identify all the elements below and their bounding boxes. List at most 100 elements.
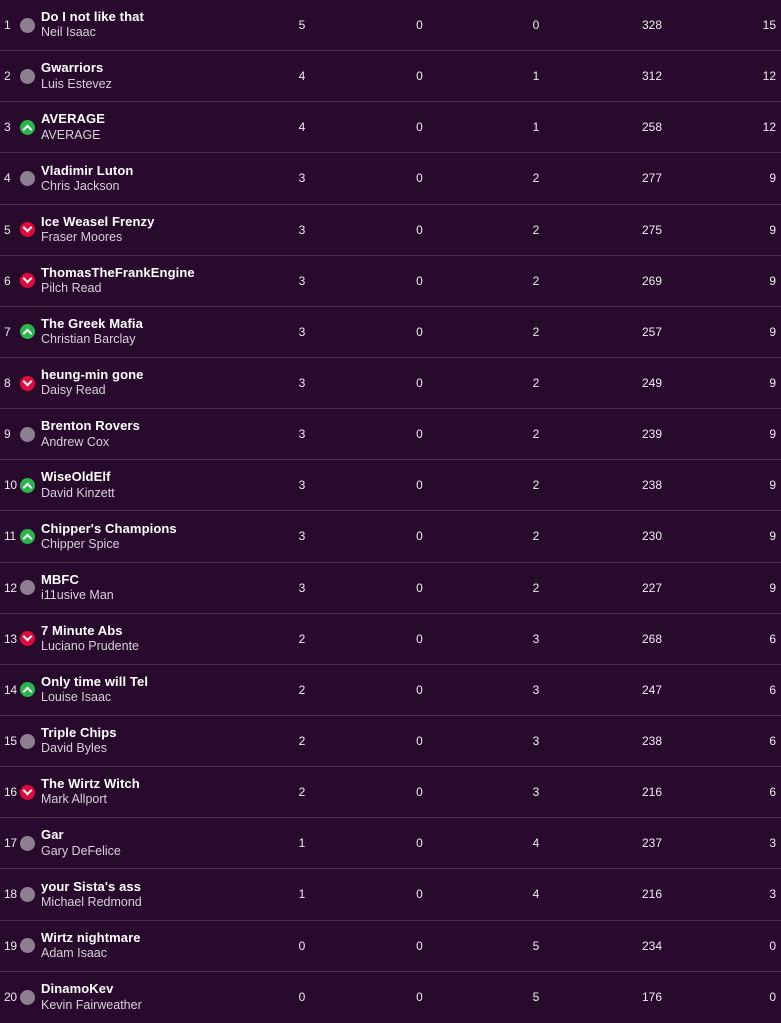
movement-same-icon xyxy=(20,835,35,851)
team-name: Ice Weasel Frenzy xyxy=(41,213,155,229)
team-cell: 9 Brenton Rovers Andrew Cox xyxy=(0,418,243,450)
points-value: 6 xyxy=(769,785,776,800)
movement-down-icon xyxy=(20,273,35,289)
rank-wrap: 1 xyxy=(4,17,35,33)
team-identity: MBFC i11usive Man xyxy=(41,572,114,604)
team-identity: your Sista's ass Michael Redmond xyxy=(41,879,142,911)
team-name: Gar xyxy=(41,827,64,843)
team-identity: DinamoKev Kevin Fairweather xyxy=(41,981,142,1013)
team-identity: Triple Chips David Byles xyxy=(41,725,117,757)
movement-up-icon xyxy=(20,477,35,493)
manager-name: Mark Allport xyxy=(41,792,107,807)
table-row[interactable]: 20 DinamoKev Kevin Fairweather 0 0 5 176… xyxy=(0,972,781,1023)
rank-number: 11 xyxy=(4,529,16,544)
won-value: 5 xyxy=(298,18,306,33)
manager-name: Christian Barclay xyxy=(41,332,136,347)
score-value: 257 xyxy=(641,324,663,339)
points-value: 9 xyxy=(769,427,776,442)
table-row[interactable]: 3 AVERAGE AVERAGE 4 0 1 258 12 xyxy=(0,102,781,154)
table-row[interactable]: 14 Only time will Tel Louise Isaac 2 0 3… xyxy=(0,665,781,716)
rank-wrap: 10 xyxy=(4,477,35,493)
rank-number: 13 xyxy=(4,631,17,646)
team-cell: 16 The Wirtz Witch Mark Allport xyxy=(0,776,243,808)
table-row[interactable]: 15 Triple Chips David Byles 2 0 3 238 6 xyxy=(0,716,781,768)
table-row[interactable]: 13 7 Minute Abs Luciano Prudente 2 0 3 2… xyxy=(0,614,781,665)
team-identity: Chipper's Champions Chipper Spice xyxy=(41,521,177,553)
manager-name: Fraser Moores xyxy=(41,229,123,244)
score-value: 176 xyxy=(641,990,663,1005)
chevron-glyph xyxy=(22,328,33,339)
table-row[interactable]: 4 Vladimir Luton Chris Jackson 3 0 2 277… xyxy=(0,153,781,205)
table-row[interactable]: 18 your Sista's ass Michael Redmond 1 0 … xyxy=(0,869,781,921)
chevron-glyph xyxy=(22,482,33,493)
team-name: AVERAGE xyxy=(41,111,106,127)
drawn-value: 0 xyxy=(416,734,423,749)
team-identity: 7 Minute Abs Luciano Prudente xyxy=(41,623,139,655)
table-row[interactable]: 7 The Greek Mafia Christian Barclay 3 0 … xyxy=(0,307,781,358)
table-row[interactable]: 10 WiseOldElf David Kinzett 3 0 2 238 9 xyxy=(0,460,781,512)
rank-wrap: 7 xyxy=(4,324,35,340)
table-row[interactable]: 19 Wirtz nightmare Adam Isaac 0 0 5 234 … xyxy=(0,921,781,972)
movement-up-icon xyxy=(20,324,35,340)
team-identity: The Wirtz Witch Mark Allport xyxy=(41,776,140,808)
table-row[interactable]: 8 heung-min gone Daisy Read 3 0 2 249 9 xyxy=(0,358,781,410)
score-value: 230 xyxy=(641,529,663,544)
team-name: ThomasTheFrankEngine xyxy=(41,264,195,280)
manager-name: Chris Jackson xyxy=(41,178,120,193)
table-row[interactable]: 16 The Wirtz Witch Mark Allport 2 0 3 21… xyxy=(0,767,781,819)
drawn-value: 0 xyxy=(416,18,423,33)
table-row[interactable]: 5 Ice Weasel Frenzy Fraser Moores 3 0 2 … xyxy=(0,205,781,256)
drawn-value: 0 xyxy=(416,836,423,851)
team-name: Do I not like that xyxy=(41,9,144,25)
won-value: 2 xyxy=(298,682,306,697)
won-value: 0 xyxy=(298,938,306,953)
lost-value: 2 xyxy=(532,376,540,391)
drawn-value: 0 xyxy=(416,990,423,1005)
manager-name: Louise Isaac xyxy=(41,690,112,705)
rank-number: 5 xyxy=(4,222,11,237)
manager-name: Gary DeFelice xyxy=(41,843,121,858)
table-row[interactable]: 12 MBFC i11usive Man 3 0 2 227 9 xyxy=(0,563,781,614)
manager-name: Daisy Read xyxy=(41,383,106,398)
drawn-value: 0 xyxy=(416,682,423,697)
drawn-value: 0 xyxy=(416,324,423,339)
won-value: 3 xyxy=(298,222,306,237)
table-row[interactable]: 2 Gwarriors Luis Estevez 4 0 1 312 12 xyxy=(0,51,781,103)
rank-wrap: 5 xyxy=(4,222,35,238)
chevron-glyph xyxy=(22,273,33,284)
team-identity: heung-min gone Daisy Read xyxy=(41,367,144,399)
rank-number: 9 xyxy=(4,427,11,442)
table-row[interactable]: 6 ThomasTheFrankEngine Pilch Read 3 0 2 … xyxy=(0,256,781,307)
points-value: 6 xyxy=(769,631,776,646)
table-row[interactable]: 9 Brenton Rovers Andrew Cox 3 0 2 239 9 xyxy=(0,409,781,461)
points-value: 9 xyxy=(769,222,776,237)
rank-number: 10 xyxy=(4,478,17,493)
chevron-glyph xyxy=(22,376,33,386)
table-row[interactable]: 17 Gar Gary DeFelice 1 0 4 237 3 xyxy=(0,818,781,870)
won-value: 3 xyxy=(298,376,306,391)
table-row[interactable]: 11 Chipper's Champions Chipper Spice 3 0… xyxy=(0,511,781,563)
drawn-value: 0 xyxy=(416,529,423,544)
points-value: 0 xyxy=(769,938,776,953)
team-cell: 11 Chipper's Champions Chipper Spice xyxy=(0,521,243,553)
drawn-value: 0 xyxy=(416,69,423,84)
lost-value: 1 xyxy=(532,120,540,135)
rank-wrap: 8 xyxy=(4,375,35,391)
team-name: MBFC xyxy=(41,571,79,587)
team-cell: 1 Do I not like that Neil Isaac xyxy=(0,9,243,41)
score-value: 275 xyxy=(641,222,663,237)
score-value: 238 xyxy=(641,734,663,749)
points-value: 6 xyxy=(769,734,776,749)
points-value: 9 xyxy=(769,478,776,493)
movement-same-icon xyxy=(20,989,35,1005)
table-row[interactable]: 1 Do I not like that Neil Isaac 5 0 0 32… xyxy=(0,0,781,52)
manager-name: David Byles xyxy=(41,741,107,756)
team-name: Brenton Rovers xyxy=(41,418,140,434)
rank-number: 1 xyxy=(4,18,11,33)
drawn-value: 0 xyxy=(416,273,423,288)
team-name: 7 Minute Abs xyxy=(41,622,123,638)
lost-value: 2 xyxy=(532,478,540,493)
won-value: 3 xyxy=(298,273,306,288)
lost-value: 1 xyxy=(532,69,540,84)
lost-value: 2 xyxy=(532,222,540,237)
